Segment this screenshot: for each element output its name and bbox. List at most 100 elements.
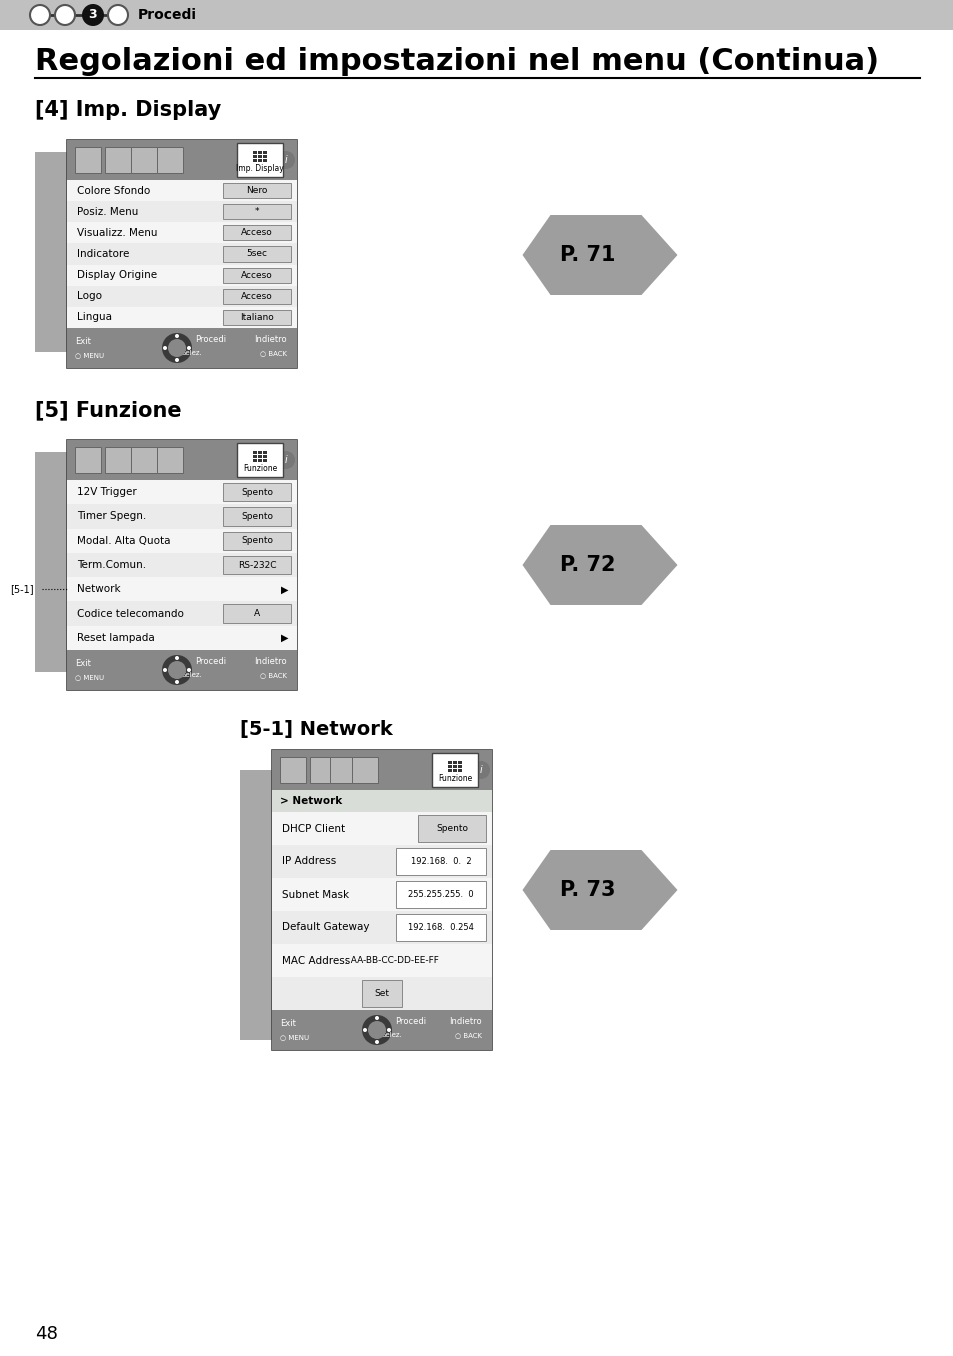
Text: Colore Sfondo: Colore Sfondo [77, 186, 150, 195]
Circle shape [168, 660, 186, 679]
Bar [448, 765, 452, 767]
Bar [67, 439, 296, 690]
Bar [75, 447, 101, 473]
Bar [310, 757, 335, 782]
Bar [67, 264, 296, 286]
Bar [457, 769, 461, 772]
Text: ▶: ▶ [281, 584, 289, 594]
Circle shape [163, 669, 167, 673]
Bar [67, 140, 296, 367]
Bar [272, 978, 492, 1010]
Text: Procedi: Procedi [395, 1017, 426, 1025]
Text: : AA-BB-CC-DD-EE-FF: : AA-BB-CC-DD-EE-FF [345, 956, 438, 965]
Bar [75, 146, 101, 174]
Bar [67, 140, 296, 180]
Text: Funzione: Funzione [437, 774, 472, 782]
Text: Modal. Alta Quota: Modal. Alta Quota [77, 536, 171, 545]
Bar [263, 151, 267, 155]
Text: [4] Imp. Display: [4] Imp. Display [35, 100, 221, 119]
Text: Spento: Spento [241, 513, 273, 521]
Text: DHCP Client: DHCP Client [282, 823, 345, 834]
Text: i: i [284, 456, 287, 465]
Text: Procedi: Procedi [138, 8, 196, 22]
Bar [361, 980, 401, 1008]
Circle shape [174, 334, 179, 338]
Text: Procedi: Procedi [194, 335, 226, 343]
Text: Network: Network [77, 584, 120, 594]
Text: i: i [479, 765, 482, 776]
Text: RS-232C: RS-232C [237, 560, 276, 570]
Bar [67, 306, 296, 328]
Bar [223, 267, 291, 282]
Text: 48: 48 [35, 1325, 58, 1342]
Circle shape [55, 5, 75, 24]
Bar [253, 452, 256, 454]
Bar [223, 225, 291, 240]
Bar [253, 151, 256, 155]
Circle shape [108, 5, 128, 24]
Circle shape [162, 655, 192, 685]
Circle shape [163, 346, 167, 350]
Text: Spento: Spento [436, 824, 468, 833]
Circle shape [168, 339, 186, 357]
Circle shape [368, 1021, 386, 1039]
Bar [263, 456, 267, 458]
Text: 192.168.  0.  2: 192.168. 0. 2 [410, 857, 471, 866]
Bar [223, 605, 291, 622]
Circle shape [174, 358, 179, 362]
Bar [272, 944, 492, 978]
Bar [131, 146, 157, 174]
Text: P. 72: P. 72 [559, 555, 615, 575]
Circle shape [387, 1028, 391, 1032]
Bar [457, 761, 461, 763]
Text: Lingua: Lingua [77, 312, 112, 323]
Text: Indietro: Indietro [254, 335, 287, 343]
Bar [272, 791, 492, 812]
Circle shape [375, 1040, 378, 1044]
Bar [223, 507, 291, 526]
Bar [67, 504, 296, 529]
Text: ▶: ▶ [281, 633, 289, 643]
Text: Regolazioni ed impostazioni nel menu (Continua): Regolazioni ed impostazioni nel menu (Co… [35, 47, 879, 76]
Circle shape [472, 761, 490, 778]
Bar [257, 456, 262, 458]
Text: Exit: Exit [75, 659, 91, 667]
Text: Selez.: Selez. [182, 350, 203, 357]
Bar [67, 328, 296, 367]
Text: 12V Trigger: 12V Trigger [77, 487, 136, 498]
Bar [35, 452, 67, 673]
Circle shape [174, 656, 179, 660]
Circle shape [82, 4, 104, 26]
Circle shape [162, 334, 192, 363]
Bar [453, 761, 456, 763]
Bar [223, 247, 291, 262]
Bar [67, 286, 296, 306]
Text: Indietro: Indietro [449, 1017, 481, 1025]
Bar [67, 602, 296, 625]
Bar [67, 180, 296, 201]
Text: ○ MENU: ○ MENU [75, 674, 104, 679]
Bar [417, 815, 485, 842]
Text: Default Gateway: Default Gateway [282, 922, 369, 933]
Bar [432, 753, 477, 786]
Bar [272, 845, 492, 877]
Circle shape [276, 151, 294, 170]
Text: 192.168.  0.254: 192.168. 0.254 [408, 923, 474, 932]
Circle shape [363, 1028, 367, 1032]
Bar [131, 447, 157, 473]
Text: Set: Set [375, 989, 389, 998]
Bar [236, 443, 283, 477]
Text: Italiano: Italiano [240, 313, 274, 321]
Bar [67, 650, 296, 690]
Bar [272, 812, 492, 845]
Bar [240, 770, 272, 1040]
Text: Acceso: Acceso [241, 228, 273, 237]
Text: Exit: Exit [280, 1018, 295, 1028]
Bar [263, 452, 267, 454]
Bar [223, 289, 291, 304]
Bar [35, 152, 67, 353]
Text: Logo: Logo [77, 292, 102, 301]
Bar [67, 439, 296, 480]
Text: IP Address: IP Address [282, 857, 335, 866]
Text: Selez.: Selez. [182, 673, 203, 678]
